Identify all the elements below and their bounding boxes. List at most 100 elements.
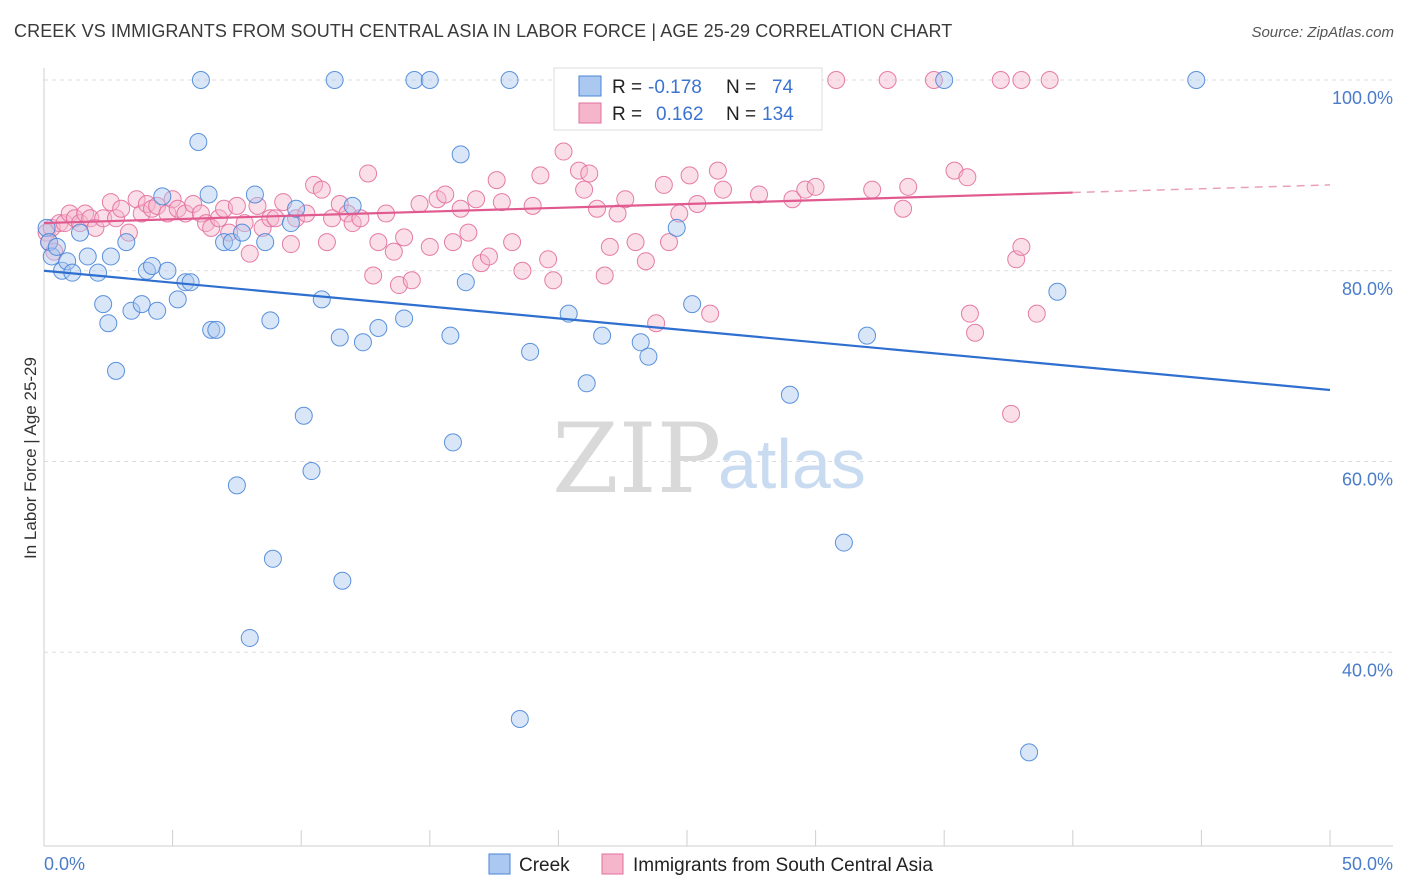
- imm-point: [991, 71, 1010, 89]
- series-creek-points: [37, 71, 1206, 762]
- imm-point: [960, 304, 979, 323]
- imm-point: [312, 180, 331, 199]
- legend-r-label-imm: R =: [612, 104, 642, 125]
- imm-point: [287, 209, 306, 228]
- imm-point: [184, 194, 203, 213]
- creek-point: [858, 326, 877, 345]
- imm-point: [924, 71, 943, 89]
- imm-point: [317, 233, 336, 252]
- y-tick-label: 60.0%: [1342, 470, 1393, 490]
- imm-point: [701, 304, 720, 323]
- imm-point: [107, 209, 126, 228]
- imm-point: [894, 199, 913, 218]
- imm-point: [783, 190, 802, 209]
- creek-point: [325, 71, 344, 89]
- imm-point: [359, 164, 378, 183]
- creek-point: [593, 326, 612, 345]
- imm-point: [266, 209, 285, 228]
- imm-point: [240, 244, 259, 263]
- imm-point: [227, 196, 246, 215]
- trend-line-creek: [43, 269, 1331, 392]
- imm-point: [479, 247, 498, 266]
- imm-point: [163, 190, 182, 209]
- imm-point: [806, 177, 825, 196]
- imm-point: [616, 190, 635, 209]
- creek-point: [117, 233, 136, 252]
- imm-point: [402, 271, 421, 290]
- creek-point: [343, 196, 362, 215]
- creek-point: [168, 290, 187, 309]
- creek-point: [500, 71, 519, 89]
- imm-point: [395, 228, 414, 247]
- creek-point: [99, 314, 118, 333]
- creek-point: [395, 309, 414, 328]
- creek-point: [683, 295, 702, 314]
- imm-point: [1012, 71, 1031, 89]
- imm-point: [554, 142, 573, 161]
- imm-point: [626, 233, 645, 252]
- imm-point: [1040, 71, 1059, 89]
- creek-point: [302, 462, 321, 481]
- creek-point: [71, 223, 90, 242]
- imm-point: [369, 233, 388, 252]
- creek-point: [353, 333, 372, 352]
- imm-point: [878, 71, 897, 89]
- creek-point: [263, 549, 282, 568]
- imm-point: [487, 171, 506, 190]
- imm-point: [595, 266, 614, 285]
- imm-point: [112, 199, 131, 218]
- imm-point: [659, 233, 678, 252]
- legend-n-value-creek: 74: [772, 77, 794, 98]
- creek-point: [312, 290, 331, 309]
- creek-point: [47, 237, 66, 256]
- creek-point: [215, 233, 234, 252]
- imm-point: [600, 237, 619, 256]
- creek-point: [443, 433, 462, 452]
- creek-point: [89, 263, 108, 282]
- series-immigrants-points: [37, 71, 1059, 423]
- imm-point: [654, 175, 673, 194]
- source-label: Source: ZipAtlas.com: [1251, 24, 1394, 41]
- trend-line-imm-dashed: [1072, 184, 1331, 194]
- creek-point: [245, 185, 264, 204]
- creek-point: [451, 145, 470, 164]
- legend-r-value-creek: -0.178: [648, 77, 702, 98]
- creek-point: [281, 214, 300, 233]
- imm-point: [796, 180, 815, 199]
- creek-point: [107, 361, 126, 380]
- creek-point: [330, 328, 349, 347]
- legend-n-label-creek: N =: [726, 77, 756, 98]
- imm-point: [248, 196, 267, 215]
- imm-point: [680, 166, 699, 185]
- imm-point: [899, 177, 918, 196]
- imm-point: [101, 193, 120, 212]
- legend-swatch-creek: [578, 75, 602, 97]
- imm-point: [94, 209, 113, 228]
- creek-point: [148, 301, 167, 320]
- imm-point: [714, 180, 733, 199]
- series-legend: Creek Immigrants from South Central Asia: [488, 853, 933, 876]
- creek-point: [101, 247, 120, 266]
- creek-point: [191, 71, 210, 89]
- y-tick-label: 100.0%: [1332, 88, 1393, 108]
- creek-point: [132, 295, 151, 314]
- imm-point: [420, 237, 439, 256]
- trend-lines: [43, 184, 1331, 392]
- imm-point: [575, 180, 594, 199]
- imm-point: [539, 250, 558, 269]
- y-axis-label: In Labor Force | Age 25-29: [21, 357, 40, 559]
- imm-point: [544, 271, 563, 290]
- imm-point: [1002, 404, 1021, 423]
- imm-point: [127, 190, 146, 209]
- imm-point: [580, 164, 599, 183]
- chart-title: CREEK VS IMMIGRANTS FROM SOUTH CENTRAL A…: [14, 21, 953, 41]
- imm-point: [647, 314, 666, 333]
- creek-point: [780, 385, 799, 404]
- imm-point: [513, 261, 532, 280]
- imm-point: [297, 204, 316, 223]
- creek-point: [189, 132, 208, 151]
- imm-point: [467, 190, 486, 209]
- creek-point: [441, 326, 460, 345]
- creek-point: [143, 256, 162, 275]
- y-tick-labels: 100.0% 80.0% 60.0% 40.0%: [1332, 88, 1393, 680]
